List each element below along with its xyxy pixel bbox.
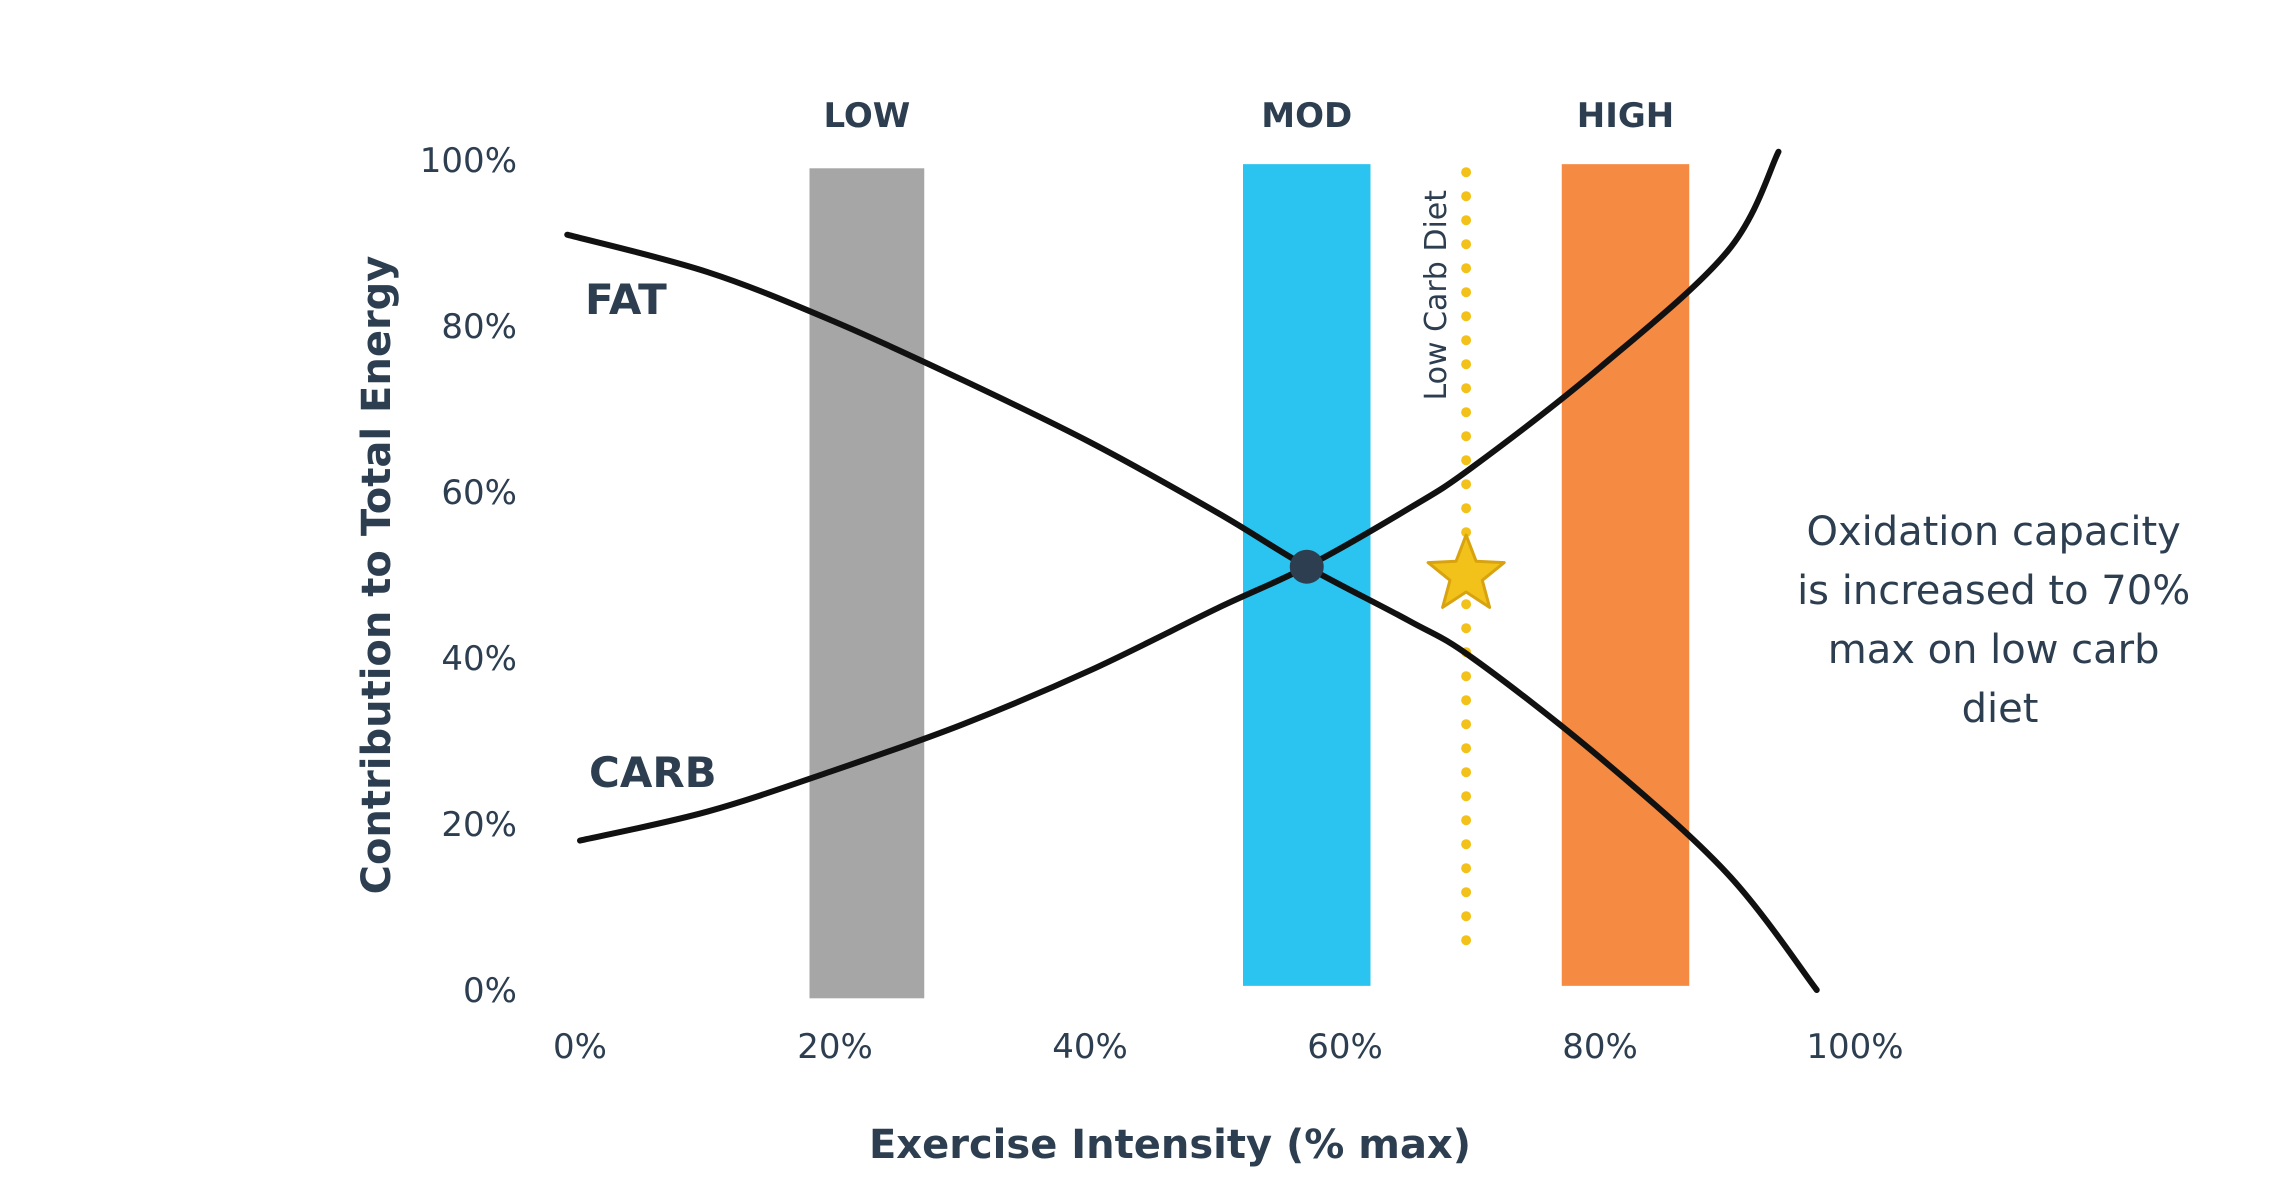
low-carb-reference: Low Carb Diet <box>1419 146 1472 946</box>
y-axis-title: Contribution to Total Energy <box>354 256 400 895</box>
y-tick-label: 60% <box>441 473 517 513</box>
carb-series-label: CARB <box>589 748 717 797</box>
fat-curve <box>564 231 1820 993</box>
x-axis-title: Exercise Intensity (% max) <box>869 1122 1471 1168</box>
y-tick-label: 80% <box>441 307 517 347</box>
fat-series-label: FAT <box>585 275 667 324</box>
carb-curve <box>577 148 1782 844</box>
y-tick-label: 0% <box>463 971 517 1011</box>
x-tick-label: 0% <box>553 1027 607 1067</box>
markers <box>1289 533 1506 609</box>
annotation-line-4: diet <box>1962 686 2039 732</box>
y-tick-label: 20% <box>441 805 517 845</box>
zone-label-low: LOW <box>823 96 910 136</box>
x-tick-label: 20% <box>797 1027 873 1067</box>
crossover-point <box>1289 549 1324 584</box>
intensity-zones: LOW MOD HIGH <box>809 96 1690 999</box>
annotation-line-1: Oxidation capacity <box>1806 509 2180 555</box>
x-tick-label: 40% <box>1052 1027 1128 1067</box>
star-icon <box>1426 533 1506 609</box>
x-tick-label: 60% <box>1307 1027 1383 1067</box>
x-tick-label: 80% <box>1562 1027 1638 1067</box>
annotation-line-3: max on low carb <box>1828 627 2160 673</box>
zone-bar-low <box>809 168 925 999</box>
y-tick-label: 100% <box>420 141 517 181</box>
chart-text: FAT CARB Exercise Intensity (% max) Cont… <box>354 256 2203 1168</box>
y-tick-label: 40% <box>441 639 517 679</box>
x-tick-label: 100% <box>1806 1027 1903 1067</box>
series-lines <box>564 148 1820 993</box>
zone-bar-high <box>1561 164 1690 986</box>
annotation-line-2: is increased to 70% <box>1797 568 2190 614</box>
low-carb-diet-label: Low Carb Diet <box>1419 190 1454 401</box>
annotation-note: Oxidation capacity is increased to 70% m… <box>1797 509 2203 732</box>
axis-ticks: 0% 20% 40% 60% 80% 100% 0% 20% 40% 60% 80% 100% <box>420 141 1904 1067</box>
zone-label-mod: MOD <box>1261 96 1352 136</box>
zone-label-high: HIGH <box>1577 96 1674 136</box>
